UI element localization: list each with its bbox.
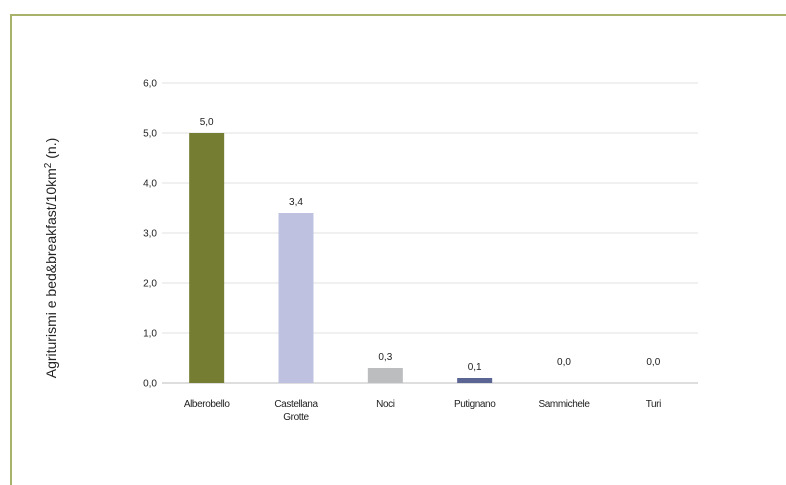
bars [189, 133, 493, 383]
bar [367, 368, 403, 383]
y-tick-label: 3,0 [143, 229, 157, 240]
y-tick-label: 1,0 [143, 329, 157, 340]
y-axis-title-main: Agriturismi e bed&breakfast/10km [43, 168, 59, 378]
data-label: 0,3 [378, 352, 392, 363]
gridlines [162, 82, 698, 384]
x-tick-label: Turi [646, 399, 661, 410]
x-tick-label: Sammichele [538, 399, 590, 410]
y-tick-label: 5,0 [143, 129, 157, 140]
x-tick-label: Noci [376, 399, 395, 410]
frame-top-border [10, 14, 786, 16]
x-tick-label: Putignano [454, 399, 496, 410]
y-tick-label: 6,0 [143, 79, 157, 90]
y-tick-label: 2,0 [143, 279, 157, 290]
y-axis: 0,0 1,0 2,0 3,0 4,0 5,0 6,0 [143, 79, 157, 390]
bar [189, 133, 225, 383]
x-axis-categories: Alberobello Castellana Grotte Noci Putignano… [184, 399, 662, 423]
x-tick-label: Alberobello [184, 399, 230, 410]
y-tick-label: 0,0 [143, 379, 157, 390]
y-axis-title-unit: (n.) [43, 138, 59, 163]
data-labels: 5,0 3,4 0,3 0,1 0,0 0,0 [200, 117, 661, 373]
data-label: 5,0 [200, 117, 214, 128]
data-label: 0,0 [557, 357, 571, 368]
frame-left-border [10, 14, 12, 485]
x-tick-label: Castellana Grotte [274, 399, 318, 423]
y-tick-label: 4,0 [143, 179, 157, 190]
bar [457, 378, 493, 383]
data-label: 0,1 [468, 362, 482, 373]
y-axis-title: Agriturismi e bed&breakfast/10km2 (n.) [43, 138, 59, 379]
data-label: 0,0 [646, 357, 660, 368]
bar [278, 213, 314, 383]
y-axis-title-superscript: 2 [43, 162, 54, 168]
data-label: 3,4 [289, 197, 303, 208]
